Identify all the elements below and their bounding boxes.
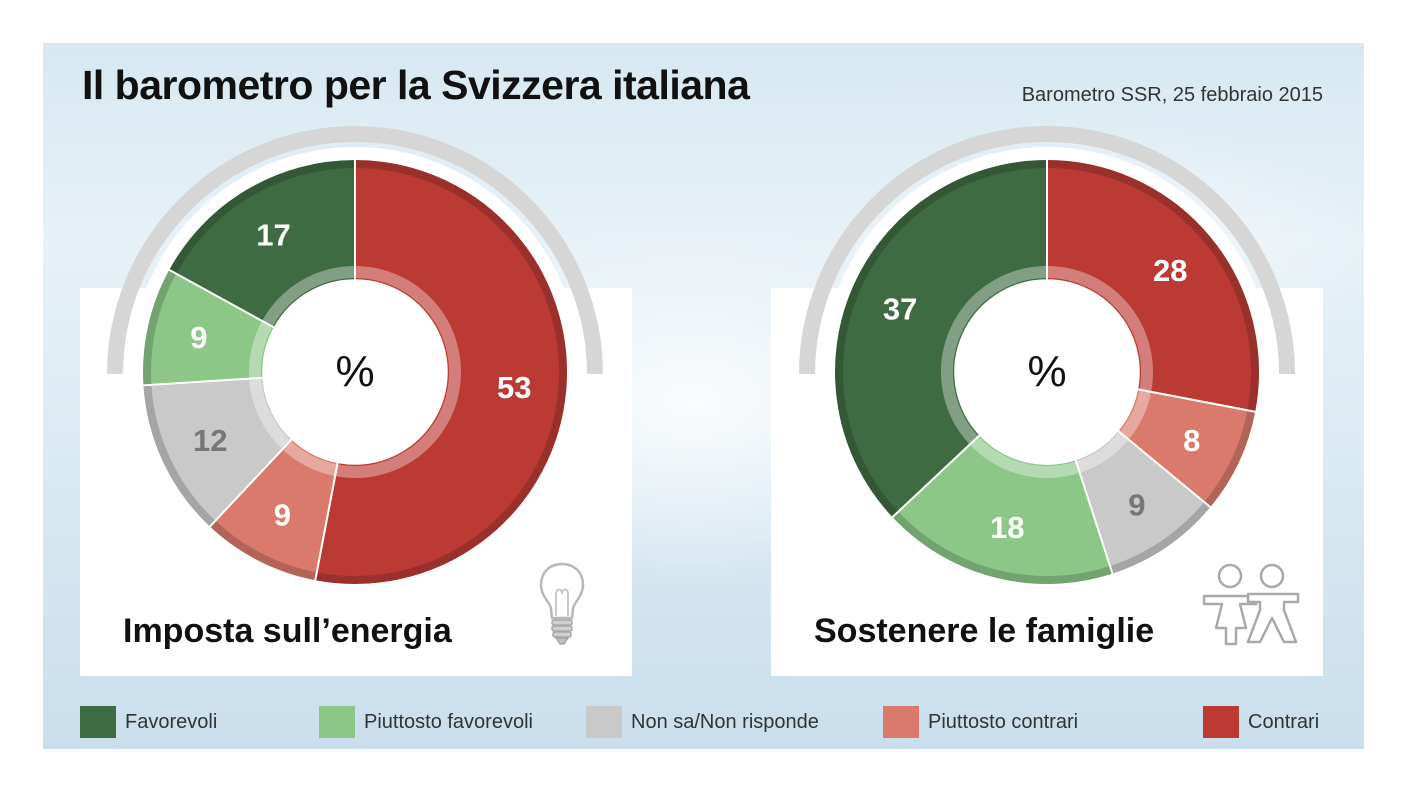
- slice-rim: [315, 160, 567, 584]
- donut-hole: [957, 282, 1137, 462]
- slice-value-label: 9: [274, 498, 291, 533]
- donut-center-label: %: [1027, 347, 1066, 396]
- slice-value-label: 37: [883, 291, 917, 326]
- legend-label: Non sa/Non risponde: [631, 710, 819, 733]
- slice-value-label: 17: [256, 217, 290, 252]
- legend-swatch: [586, 706, 622, 738]
- legend-item-favorevoli: Favorevoli: [80, 705, 217, 739]
- slice-inner-glow: [1046, 266, 1153, 392]
- legend-swatch: [319, 706, 355, 738]
- legend-item-contrari: Contrari: [1203, 705, 1319, 739]
- slice-value-label: 9: [190, 320, 207, 355]
- slice-rim: [143, 269, 177, 386]
- legend-swatch: [883, 706, 919, 738]
- legend-item-piuttosto-favorevoli: Piuttosto favorevoli: [319, 705, 533, 739]
- slice-inner-glow: [262, 266, 356, 327]
- slice-separator: [1117, 429, 1211, 508]
- slice-rim: [1204, 410, 1256, 508]
- slice-separator: [1137, 388, 1256, 413]
- slice-value-label: 28: [1153, 253, 1187, 288]
- slice-value-label: 9: [1128, 487, 1145, 522]
- legend-label: Piuttosto contrari: [928, 710, 1079, 733]
- frame-arc: [107, 126, 603, 375]
- slice-rim: [835, 160, 1048, 518]
- donut-chart-families: % 28 8 9 18 37: [799, 126, 1295, 597]
- slice-rim: [892, 511, 1113, 584]
- slice-inner-glow: [335, 266, 461, 478]
- legend-label: Contrari: [1248, 710, 1320, 733]
- slice-separator: [1074, 459, 1114, 574]
- slice-value-label: 8: [1183, 423, 1200, 458]
- donut-hole: [265, 282, 445, 462]
- donut-center-label: %: [335, 347, 374, 396]
- slice-inner-glow: [282, 440, 338, 477]
- slice-rim: [1046, 160, 1259, 412]
- slice-value-label: 18: [990, 510, 1024, 545]
- legend-label: Piuttosto favorevoli: [364, 710, 533, 733]
- lightbulb-icon: [539, 562, 585, 645]
- slice-inner-glow: [249, 377, 291, 450]
- slice-inner-glow: [1119, 389, 1152, 440]
- page-title: Il barometro per la Svizzera italiana: [82, 62, 750, 108]
- slice-rim: [169, 160, 356, 274]
- family-icon: [1202, 563, 1300, 646]
- chart-title-energy: Imposta sull’energia: [123, 612, 452, 650]
- slice-rim: [209, 520, 317, 581]
- slice-separator: [209, 438, 293, 528]
- slice-inner-glow: [941, 266, 1048, 445]
- legend-swatch: [1203, 706, 1239, 738]
- slice-separator: [143, 376, 264, 387]
- slice-rim: [143, 384, 216, 527]
- slice-value-label: 12: [193, 423, 227, 458]
- legend-item-non-sa: Non sa/Non risponde: [586, 705, 819, 739]
- chart-title-families: Sostenere le famiglie: [814, 612, 1155, 650]
- slice-inner-glow: [969, 436, 1080, 478]
- slice-inner-glow: [1075, 431, 1129, 473]
- donut-chart-energy: % 53 9 12 9 17: [107, 126, 603, 597]
- legend-item-piuttosto-contrari: Piuttosto contrari: [883, 705, 1078, 739]
- slice-separator: [891, 434, 981, 518]
- source-note: Barometro SSR, 25 febbraio 2015: [1021, 84, 1323, 106]
- slice-separator: [168, 268, 275, 329]
- slice-value-label: 53: [497, 370, 531, 405]
- legend-swatch: [80, 706, 116, 738]
- slice-inner-glow: [249, 320, 273, 379]
- frame-arc: [799, 126, 1295, 375]
- slice-rim: [1110, 502, 1211, 574]
- legend-label: Favorevoli: [125, 710, 218, 733]
- slice-separator: [314, 462, 339, 581]
